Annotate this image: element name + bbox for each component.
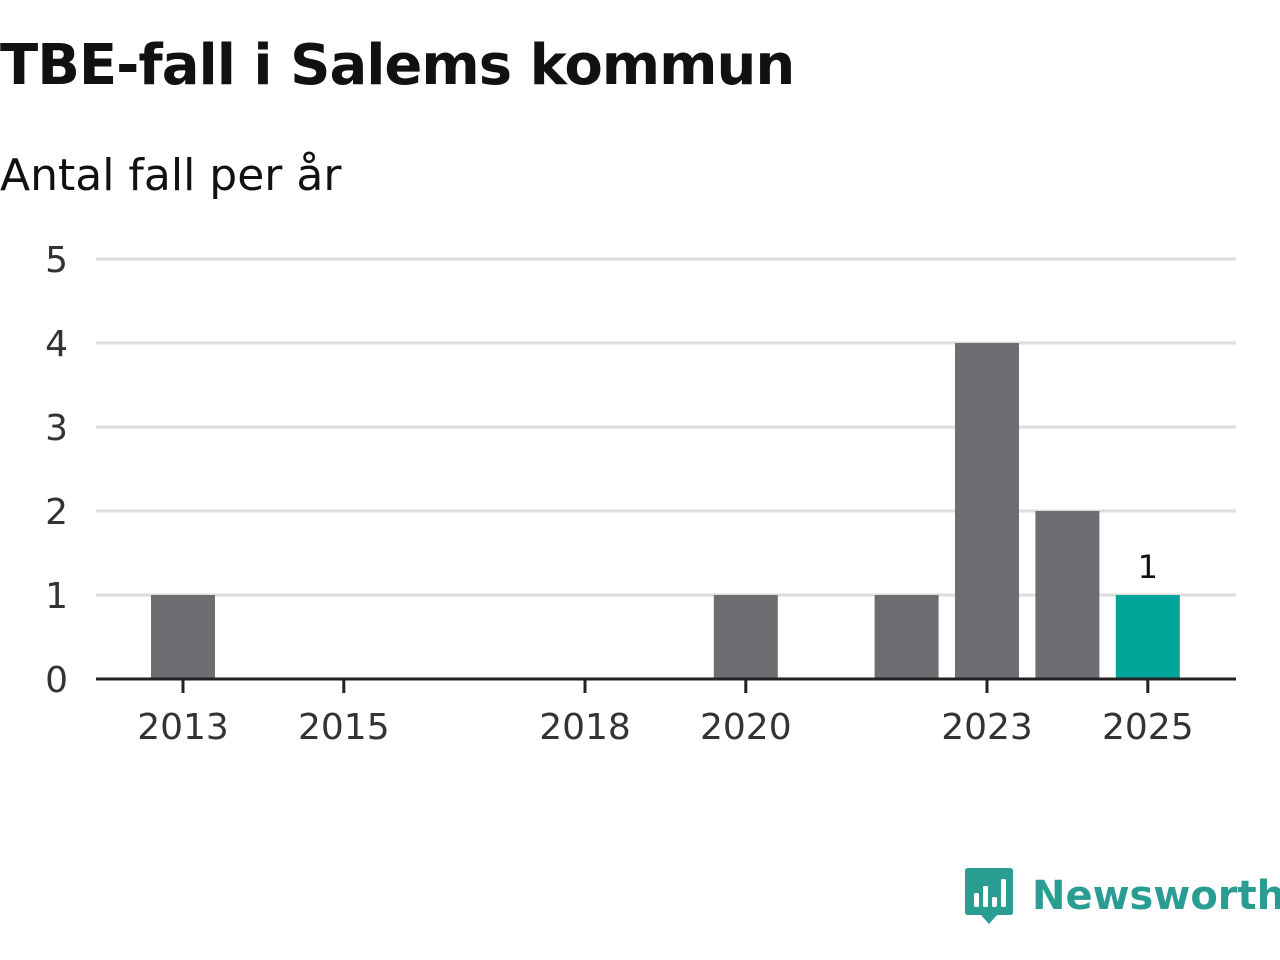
data-label-2025: 1 <box>1138 548 1158 586</box>
chart-title: TBE-fall i Salems kommun <box>0 33 795 98</box>
y-tick-label-3: 3 <box>45 408 68 449</box>
bar-2022 <box>874 595 939 679</box>
y-axis-ticks: 0 1 2 3 4 5 <box>45 240 68 701</box>
y-tick-label-4: 4 <box>45 324 68 365</box>
bar-2013 <box>151 595 215 679</box>
data-labels: 1 <box>1138 548 1158 586</box>
brand-name: Newsworthy <box>1032 873 1280 919</box>
x-tick-label-2025: 2025 <box>1102 707 1194 748</box>
bar-2025 <box>1115 595 1180 679</box>
chart-subtitle: Antal fall per år <box>0 150 342 201</box>
bar-2023 <box>955 343 1019 679</box>
x-tick-label-2023: 2023 <box>941 707 1033 748</box>
y-tick-label-1: 1 <box>45 576 68 617</box>
x-tick-label-2020: 2020 <box>700 707 792 748</box>
x-tick-label-2018: 2018 <box>539 707 631 748</box>
newsworthy-logo-icon <box>965 868 1013 924</box>
bar-2024 <box>1035 511 1100 679</box>
bar-2020 <box>713 595 778 679</box>
x-tick-label-2015: 2015 <box>298 707 390 748</box>
bars <box>151 343 1180 679</box>
y-tick-label-5: 5 <box>45 240 68 281</box>
y-tick-label-2: 2 <box>45 492 68 533</box>
brand: Newsworthy <box>964 864 1280 928</box>
x-axis-ticks: 2013 2015 2018 2020 2023 2025 <box>137 679 1194 748</box>
y-tick-label-0: 0 <box>45 660 68 701</box>
x-tick-label-2013: 2013 <box>137 707 229 748</box>
